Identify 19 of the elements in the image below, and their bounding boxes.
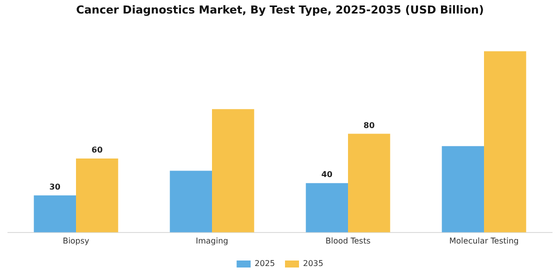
bar [442, 146, 484, 232]
legend-label: 2025 [254, 259, 275, 268]
data-label: 60 [92, 146, 104, 155]
bar [212, 109, 254, 232]
data-label: 30 [49, 182, 61, 192]
data-label: 40 [321, 170, 333, 180]
bar [348, 134, 390, 232]
bar [306, 183, 348, 232]
x-tick-label: Biopsy [62, 236, 90, 246]
bar [170, 170, 212, 232]
legend-label: 2035 [303, 259, 324, 268]
data-label: 80 [364, 120, 376, 130]
bar [34, 195, 76, 232]
chart-title: Cancer Diagnostics Market, By Test Type, 2025-2035 (USD Billion) [76, 3, 484, 16]
x-tick-label: Blood Tests [325, 236, 371, 246]
x-tick-label: Molecular Testing [449, 236, 519, 246]
x-tick-label: Imaging [196, 236, 228, 246]
bar [76, 158, 118, 232]
bar [484, 51, 526, 232]
